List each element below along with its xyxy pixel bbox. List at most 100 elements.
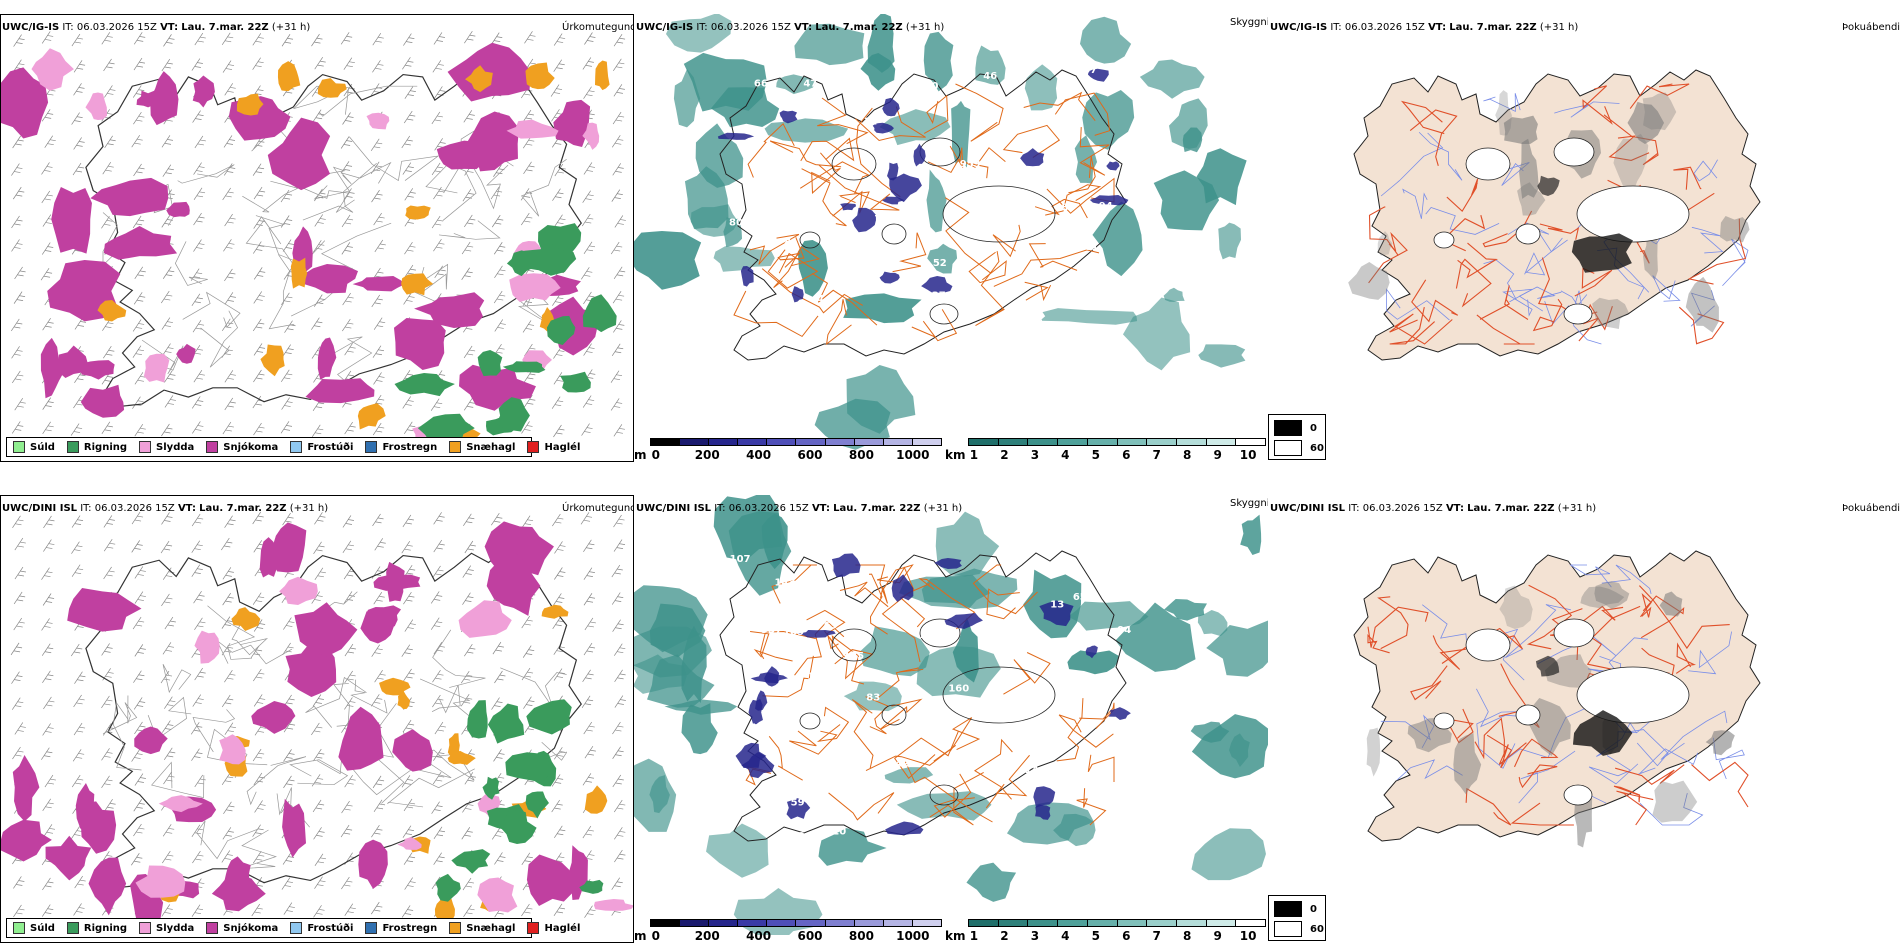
road-line bbox=[268, 254, 295, 330]
cbar-tick-label: 800 bbox=[848, 448, 874, 462]
precip-rain-area bbox=[500, 809, 537, 844]
wind-barb bbox=[554, 567, 566, 580]
low-cloud-area bbox=[891, 574, 914, 603]
cbar-segment bbox=[767, 439, 797, 445]
wind-barb bbox=[344, 643, 356, 657]
wind-barb bbox=[11, 671, 23, 684]
wind-barb bbox=[340, 136, 353, 149]
wind-barb bbox=[611, 564, 623, 578]
precip-rain-area bbox=[496, 397, 530, 432]
road-line bbox=[1691, 226, 1724, 254]
wind-barb bbox=[461, 241, 474, 255]
road-line bbox=[975, 251, 1005, 327]
wind-barb bbox=[71, 564, 84, 577]
wind-barb bbox=[524, 31, 536, 44]
precip-snow-area bbox=[303, 264, 359, 294]
wind-barb bbox=[612, 721, 624, 735]
road-line bbox=[829, 637, 874, 680]
road-line bbox=[1675, 642, 1696, 674]
wind-barb bbox=[73, 137, 85, 150]
precip-rain-area bbox=[451, 849, 491, 874]
wind-barb bbox=[160, 290, 173, 304]
wind-barb bbox=[550, 84, 563, 97]
fog-panel-top bbox=[1268, 14, 1900, 462]
cbar-tick-label: 1 bbox=[969, 448, 979, 462]
wind-barb bbox=[73, 83, 85, 96]
road-line bbox=[1510, 802, 1574, 826]
cbar-segment bbox=[1087, 439, 1118, 445]
fog-area bbox=[1348, 262, 1390, 300]
wind-barb bbox=[14, 722, 26, 735]
precip-snow-area bbox=[90, 177, 169, 217]
wind-barb bbox=[582, 669, 594, 683]
fog-area bbox=[1627, 101, 1665, 144]
road-line bbox=[246, 756, 307, 806]
low-cloud-area bbox=[921, 275, 953, 293]
low-cloud-area bbox=[852, 207, 876, 233]
wind-barb bbox=[612, 619, 624, 632]
wind-barb bbox=[224, 213, 236, 227]
road-line bbox=[1410, 665, 1448, 701]
vis-legend-swatch bbox=[1274, 921, 1302, 937]
precip-snow-area bbox=[223, 856, 251, 889]
precip-sleet-area bbox=[509, 273, 561, 302]
wind-barb bbox=[40, 268, 53, 281]
wind-barb bbox=[344, 343, 356, 356]
fog-dense-area bbox=[1535, 655, 1560, 677]
cloud-vt-label-bottom: VT: bbox=[811, 503, 830, 514]
road-line bbox=[1615, 764, 1685, 785]
wind-barb bbox=[402, 57, 414, 70]
precip-legend-label: Rigning bbox=[83, 922, 128, 934]
precip-legend-items-top: Súld Rigning Slydda Snjókoma Frostúði Frostre… bbox=[13, 441, 580, 453]
road-line bbox=[1483, 93, 1521, 113]
cloud-it-label-top: IT: bbox=[696, 22, 708, 33]
road-line bbox=[1539, 223, 1580, 240]
precip-legend-item: Snæhagl bbox=[449, 441, 515, 453]
wind-barb bbox=[612, 163, 624, 176]
cbar-tick-label: 10 bbox=[1239, 929, 1257, 943]
cloud-area bbox=[713, 246, 775, 272]
wind-barb bbox=[522, 109, 535, 123]
precip-title-top: Úrkomutegund bbox=[562, 22, 637, 33]
precip-sleet-area bbox=[477, 877, 518, 913]
wind-barb bbox=[613, 539, 626, 552]
wind-barb bbox=[283, 749, 295, 762]
wind-barb bbox=[162, 642, 175, 655]
wind-barb bbox=[253, 694, 266, 707]
road-line bbox=[769, 140, 842, 168]
wind-barb bbox=[13, 876, 25, 889]
wind-barb bbox=[280, 215, 293, 228]
precip-snowhail-area bbox=[465, 65, 493, 93]
vis-legend-label: 0 bbox=[1310, 422, 1317, 434]
wind-barb bbox=[224, 292, 236, 305]
low-cloud-area bbox=[1089, 195, 1129, 206]
precip-sleet-area bbox=[143, 353, 170, 383]
precip-snowhail-area bbox=[236, 93, 264, 116]
road-line bbox=[1588, 755, 1639, 785]
cloud-area bbox=[1079, 16, 1132, 64]
precip-snowhail-area bbox=[405, 205, 431, 220]
precip-it-label-top: IT: bbox=[62, 22, 74, 33]
road-network bbox=[102, 591, 567, 870]
road-line bbox=[1524, 239, 1568, 276]
wind-barb bbox=[253, 343, 266, 356]
cloud-header-top: UWC/IG-IS IT: 06.03.2026 15Z VT: Lau. 7.… bbox=[636, 22, 944, 34]
precip-snow-area bbox=[88, 857, 127, 916]
wind-barb bbox=[224, 370, 236, 383]
wind-barb bbox=[71, 774, 84, 788]
wind-barb bbox=[43, 515, 55, 529]
road-line bbox=[1474, 717, 1505, 760]
cbar-segment bbox=[796, 439, 826, 445]
wind-barb bbox=[401, 775, 414, 788]
low-cloud-area bbox=[944, 612, 983, 630]
precip-legend-item: Frostúði bbox=[290, 441, 353, 453]
precip-legend-swatch bbox=[206, 441, 219, 453]
wind-barb bbox=[194, 32, 206, 46]
wind-barb bbox=[313, 541, 325, 555]
wind-barb bbox=[611, 189, 623, 202]
wind-barb bbox=[581, 267, 593, 280]
wind-barb bbox=[311, 722, 323, 736]
wind-barb bbox=[132, 215, 145, 229]
precip-legend-label: Slydda bbox=[156, 441, 195, 453]
wind-barb bbox=[42, 593, 55, 606]
